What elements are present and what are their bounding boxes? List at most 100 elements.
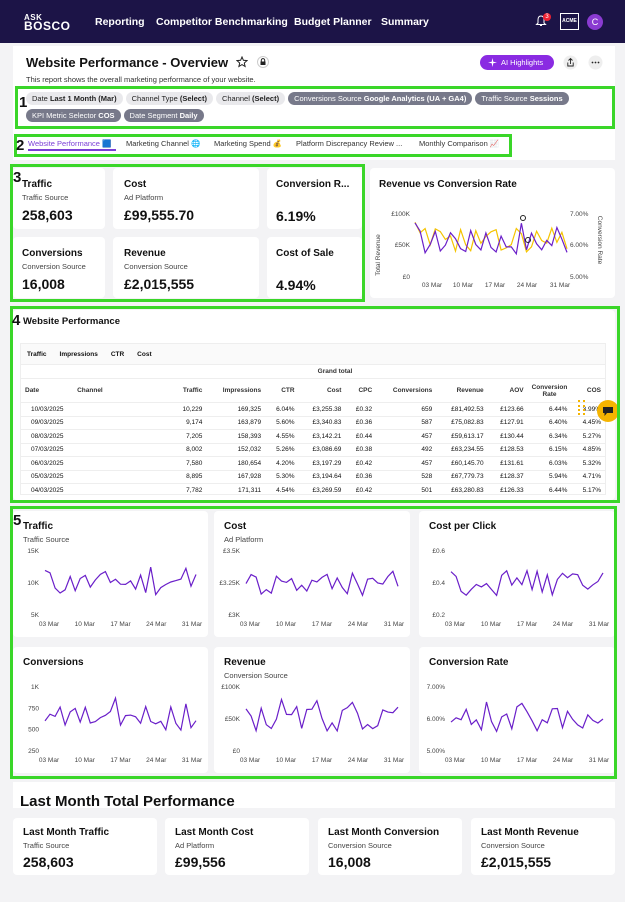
small-chart-card-conversion-rate[interactable]: Conversion Rate 7.00% 6.00% 5.00% 03 Mar 10 M…	[419, 647, 615, 773]
share-icon[interactable]	[563, 55, 578, 70]
last-month-traffic-card[interactable]: Last Month Traffic Traffic Source 258,60…	[13, 818, 157, 875]
x-tick-label: 03 Mar	[39, 621, 60, 628]
highlight-point-marker[interactable]	[520, 215, 526, 221]
small-chart-card-traffic[interactable]: Traffic Traffic Source 15K 10K 5K 03 Mar 10 Ma…	[13, 511, 208, 637]
filter-date[interactable]: Date Last 1 Month (Mar)	[26, 92, 123, 105]
axis-title-total-revenue: Total Revenue	[375, 234, 382, 276]
lock-icon[interactable]	[257, 56, 269, 68]
col-cost[interactable]: Cost	[298, 378, 346, 403]
annotation-5: 5	[13, 512, 22, 529]
last-month-cost-card[interactable]: Last Month Cost Ad Platform £99,556	[165, 818, 309, 875]
table-title: Website Performance	[23, 316, 120, 327]
tab-platform-discrepancy[interactable]: Platform Discrepancy Review ...	[296, 139, 403, 148]
small-chart-card-conversions[interactable]: Conversions 1K 750 500 250 03 Mar 10 Mar 17 Mar…	[13, 647, 208, 773]
cell-value: 6.15%	[527, 443, 572, 457]
performance-table: Grand total Date Channel Traffic Impressi…	[21, 365, 605, 494]
filter-kpi-metric[interactable]: KPI Metric Selector COS	[26, 109, 121, 122]
cell-value: £131.61	[487, 456, 528, 471]
chat-button[interactable]	[597, 400, 619, 422]
toggle-ctr[interactable]: CTR	[110, 351, 125, 358]
org-badge[interactable]: ACME	[560, 13, 579, 30]
nav-summary[interactable]: Summary	[381, 16, 429, 28]
table-row[interactable]: 06/03/2025 7,580 180,654 4.20% £3,197.29 £0.4…	[21, 456, 605, 471]
small-chart-svg[interactable]: £0.6 £0.4 £0.203 Mar 10 Mar 17 Mar 24 Mar 31 M…	[419, 545, 615, 635]
chat-icon	[603, 407, 613, 416]
kpi-card-traffic[interactable]: Traffic Traffic Source 258,603	[13, 168, 105, 229]
filter-traffic-source[interactable]: Traffic Source Sessions	[475, 92, 569, 105]
table-row[interactable]: 09/03/2025 9,174 163,879 5.60% £3,340.83 £0.3…	[21, 416, 605, 430]
cell-value: 659	[376, 402, 437, 417]
revenue-vs-conversion-chart[interactable]: Total Revenue Conversion Rate £100K £50K…	[370, 195, 615, 295]
highlight-point-marker[interactable]	[525, 237, 531, 243]
tab-marketing-channel[interactable]: Marketing Channel 🌐	[126, 139, 201, 148]
table-row[interactable]: 08/03/2025 7,205 158,393 4.55% £3,142.21 £0.4…	[21, 429, 605, 444]
nav-budget-planner[interactable]: Budget Planner	[294, 16, 372, 28]
nav-reporting[interactable]: Reporting	[95, 16, 145, 28]
cell-value: 492	[376, 443, 437, 457]
toggle-cost[interactable]: Cost	[137, 351, 152, 358]
tab-monthly-comparison[interactable]: Monthly Comparison 📈	[419, 139, 500, 148]
y-tick-label: 10K	[27, 580, 39, 587]
small-chart-title: Cost	[224, 521, 247, 532]
nav-competitor-benchmarking[interactable]: Competitor Benchmarking	[156, 16, 288, 28]
table-row[interactable]: 10/03/2025 10,229 169,325 6.04% £3,255.38 £0.…	[21, 402, 605, 417]
tab-website-performance[interactable]: Website Performance 🟦	[28, 139, 112, 148]
y-tick-label: 750	[28, 705, 39, 712]
col-aov[interactable]: AOV	[487, 378, 528, 403]
toggle-impressions[interactable]: Impressions	[59, 351, 98, 358]
revenue-vs-conversion-title: Revenue vs Conversion Rate	[379, 179, 517, 190]
filter-conversions-source[interactable]: Conversions Source Google Analytics (UA …	[288, 92, 473, 105]
x-tick-label: 10 Mar	[75, 757, 96, 764]
tab-marketing-spend[interactable]: Marketing Spend 💰	[214, 139, 283, 148]
table-row[interactable]: 05/03/2025 8,895 167,928 5.30% £3,194.64 £0.3…	[21, 470, 605, 484]
avatar[interactable]: C	[587, 14, 603, 30]
col-conversions[interactable]: Conversions	[376, 378, 437, 403]
cell-value: 457	[376, 456, 437, 471]
askbosco-logo[interactable]: ASK BOSCO	[24, 13, 71, 33]
kpi-card-cost[interactable]: Cost Ad Platform £99,555.70	[113, 168, 259, 229]
star-icon[interactable]	[236, 56, 248, 68]
small-chart-card-cost[interactable]: Cost Ad Platform £3.5K £3.25K £3K 03 Mar 10 Ma…	[214, 511, 410, 637]
col-ctr[interactable]: CTR	[265, 378, 299, 403]
small-chart-svg[interactable]: 7.00% 6.00% 5.00% 03 Mar 10 Mar 17 Mar 24 Mar 3…	[419, 681, 615, 771]
kpi-card-cost-of-sale[interactable]: Cost of Sale 4.94%	[267, 237, 362, 298]
col-cos[interactable]: COS	[571, 378, 605, 403]
filter-channel[interactable]: Channel (Select)	[215, 92, 286, 105]
table-row[interactable]: 04/03/2025 7,782 171,311 4.54% £3,269.59 £0.4…	[21, 483, 605, 494]
col-conversion-rate[interactable]: Conversion Rate	[527, 378, 572, 403]
cell-value: 171,311	[206, 483, 266, 494]
drag-handle[interactable]	[578, 400, 585, 415]
kpi-card-conversion-rate[interactable]: Conversion R... 6.19%	[267, 168, 362, 229]
small-chart-card-cost-per-click[interactable]: Cost per Click £0.6 £0.4 £0.2 03 Mar 10 Mar 17…	[419, 511, 615, 637]
col-impressions[interactable]: Impressions	[206, 378, 266, 403]
cell-value: £0.36	[345, 416, 377, 430]
x-tick-label: 17 Mar	[110, 757, 131, 764]
col-traffic[interactable]: Traffic	[171, 378, 207, 403]
more-options-icon[interactable]	[588, 55, 603, 70]
cell-value: 4.71%	[571, 470, 605, 484]
col-cpc[interactable]: CPC	[345, 378, 377, 403]
small-chart-svg[interactable]: £100K £50K £0 03 Mar 10 Mar 17 Mar 24 Mar 31 Ma…	[214, 681, 410, 771]
y-tick-label: £0.2	[432, 612, 445, 619]
performance-table-container[interactable]: Traffic Impressions CTR Cost Grand total Da…	[20, 343, 606, 495]
filter-date-segment[interactable]: Date Segment Daily	[123, 109, 204, 122]
small-chart-svg[interactable]: 15K 10K 5K 03 Mar 10 Mar 17 Mar 24 Mar 31 Mar	[13, 545, 208, 635]
cell-value: 6.44%	[527, 483, 572, 494]
grand-total-header: Grand total	[171, 365, 605, 379]
kpi-card-revenue[interactable]: Revenue Conversion Source £2,015,555	[113, 237, 259, 298]
kpi-card-conversions[interactable]: Conversions Conversion Source 16,008	[13, 237, 105, 298]
filter-channel-type[interactable]: Channel Type (Select)	[125, 92, 213, 105]
x-tick-label: 24 Mar	[553, 621, 574, 628]
left-tick-2: £0	[403, 274, 411, 281]
last-month-conversion-card[interactable]: Last Month Conversion Conversion Source …	[318, 818, 462, 875]
ai-highlights-button[interactable]: AI Highlights	[480, 55, 554, 70]
y-tick-label: £0	[233, 748, 241, 755]
cell-value: 158,393	[206, 429, 266, 444]
small-chart-card-revenue[interactable]: Revenue Conversion Source £100K £50K £0 03 Ma…	[214, 647, 410, 773]
table-row[interactable]: 07/03/2025 8,002 152,032 5.26% £3,086.69 £0.3…	[21, 443, 605, 457]
toggle-traffic[interactable]: Traffic	[27, 351, 47, 358]
last-month-revenue-card[interactable]: Last Month Revenue Conversion Source £2,…	[471, 818, 615, 875]
col-revenue[interactable]: Revenue	[436, 378, 488, 403]
